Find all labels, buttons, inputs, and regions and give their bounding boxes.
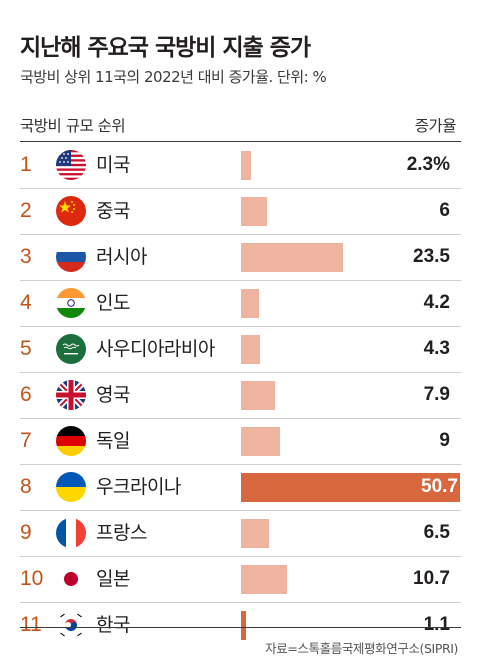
row-divider: [20, 188, 461, 189]
us-flag-icon: [56, 150, 86, 180]
rank-number: 11: [20, 613, 42, 636]
bar: [241, 611, 246, 640]
rank-number: 5: [20, 337, 32, 360]
bar-row: 7 독일 9: [0, 418, 480, 464]
row-divider: [20, 556, 461, 557]
japan-flag-icon: [56, 564, 86, 594]
rank-number: 1: [20, 153, 32, 176]
value-label: 6: [439, 200, 450, 221]
rank-number: 7: [20, 429, 32, 452]
country-label: 사우디아라비아: [96, 338, 215, 360]
bar-row: 9 프랑스 6.5: [0, 510, 480, 556]
rank-number: 9: [20, 521, 32, 544]
korea-flag-icon: [56, 610, 86, 640]
uk-flag-icon: [56, 380, 86, 410]
rank-number: 10: [20, 567, 44, 590]
value-label: 4.3: [423, 338, 450, 359]
bar-row: 1 미국 2.3%: [0, 142, 480, 188]
bar: [241, 427, 280, 456]
country-label: 우크라이나: [96, 476, 181, 498]
country-label: 일본: [96, 568, 130, 590]
row-divider: [20, 372, 461, 373]
bar: [241, 335, 260, 364]
rank-number: 8: [20, 475, 32, 498]
china-flag-icon: [56, 196, 86, 226]
bar-row: 4 인도 4.2: [0, 280, 480, 326]
chart-title: 지난해 주요국 국방비 지출 증가: [20, 35, 311, 61]
column-header-rank: 국방비 규모 순위: [20, 117, 126, 135]
bar: [241, 197, 267, 226]
bar-row: 5 사우디아라비아 4.3: [0, 326, 480, 372]
ukraine-flag-icon: [56, 472, 86, 502]
value-label: 50.7: [421, 476, 458, 497]
bar-row: 8 우크라이나 50.7: [0, 464, 480, 510]
bar-row: 10 일본 10.7: [0, 556, 480, 602]
row-divider: [20, 602, 461, 603]
bar: [241, 289, 260, 318]
value-label: 4.2: [423, 292, 450, 313]
bar: [241, 565, 288, 594]
row-divider: [20, 234, 461, 235]
france-flag-icon: [56, 518, 86, 548]
country-label: 미국: [96, 154, 130, 176]
value-label: 2.3%: [406, 154, 450, 175]
row-divider: [20, 418, 461, 419]
chart-subtitle: 국방비 상위 11국의 2022년 대비 증가율. 단위: %: [20, 68, 327, 86]
bar: [241, 519, 270, 548]
russia-flag-icon: [56, 242, 86, 272]
bar: [241, 473, 460, 502]
bottom-rule: [20, 627, 461, 628]
bar-row: 11 한국 1.1: [0, 602, 480, 648]
country-label: 러시아: [96, 246, 147, 268]
country-label: 프랑스: [96, 522, 147, 544]
value-label: 10.7: [413, 568, 450, 589]
country-label: 독일: [96, 430, 130, 452]
rank-number: 4: [20, 291, 32, 314]
country-label: 인도: [96, 292, 130, 314]
column-header-growth: 증가율: [414, 117, 457, 135]
row-divider: [20, 326, 461, 327]
bar: [241, 151, 251, 180]
header-rule: [20, 141, 461, 142]
rank-number: 6: [20, 383, 32, 406]
bar-row: 2 중국 6: [0, 188, 480, 234]
value-label: 7.9: [423, 384, 450, 405]
bar: [241, 243, 343, 272]
rank-number: 2: [20, 199, 32, 222]
row-divider: [20, 280, 461, 281]
source-note: 자료=스톡홀름국제평화연구소(SIPRI): [265, 641, 458, 656]
value-label: 6.5: [423, 522, 450, 543]
saudi-flag-icon: [56, 334, 86, 364]
bar-row: 6 영국 7.9: [0, 372, 480, 418]
india-flag-icon: [56, 288, 86, 318]
value-label: 23.5: [413, 246, 450, 267]
row-divider: [20, 510, 461, 511]
rank-number: 3: [20, 245, 32, 268]
germany-flag-icon: [56, 426, 86, 456]
country-label: 중국: [96, 200, 130, 222]
country-label: 한국: [96, 614, 130, 636]
bar-row: 3 러시아 23.5: [0, 234, 480, 280]
value-label: 9: [439, 430, 450, 451]
row-divider: [20, 464, 461, 465]
bar: [241, 381, 276, 410]
country-label: 영국: [96, 384, 130, 406]
value-label: 1.1: [423, 614, 450, 635]
